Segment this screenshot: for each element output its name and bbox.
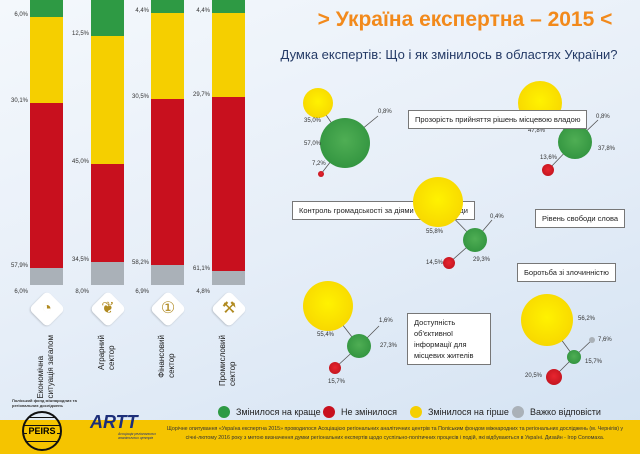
red-dot-icon xyxy=(323,406,335,418)
bubble-value-label: 15,7% xyxy=(328,379,346,385)
bubble-unchanged xyxy=(546,369,562,385)
bar-value-label: 4,4% xyxy=(196,7,210,14)
bar-segment xyxy=(91,163,124,263)
bubble-value-label: 13,6% xyxy=(540,155,558,161)
bubble-unchanged xyxy=(542,164,554,176)
yellow-dot-icon xyxy=(410,406,422,418)
bar-segment xyxy=(151,0,184,13)
bubble-worse xyxy=(303,88,333,118)
peirs-logo: PEIRS xyxy=(22,411,62,451)
bar-value-label: 4,4% xyxy=(135,7,149,14)
legend-worse: Змінилося на гірше xyxy=(410,406,509,418)
bubble-worse xyxy=(413,177,463,227)
peirs-caption: Поліський фонд міжнародних та регіональн… xyxy=(12,398,77,408)
artt-caption: Асоціація регіональних аналітичних центр… xyxy=(118,432,156,440)
gray-dot-icon xyxy=(512,406,524,418)
bubble-value-label: 37,8% xyxy=(598,146,616,152)
bubble-unchanged xyxy=(443,257,455,269)
bar-segment xyxy=(151,99,184,266)
bubble-value-label: 55,8% xyxy=(426,229,444,235)
bar-1 xyxy=(91,0,124,285)
bubble-better xyxy=(463,228,487,252)
bar-segment xyxy=(151,265,184,285)
bubble-value-label: 1,6% xyxy=(379,318,393,324)
legend-label: Змінилося на гірше xyxy=(428,407,509,417)
bubble-value-label: 27,3% xyxy=(380,343,398,349)
bar-segment xyxy=(30,0,63,18)
bar-value-label: 57,9% xyxy=(10,262,28,269)
bubble-value-label: 20,5% xyxy=(525,373,543,379)
bubble-value-label: 29,3% xyxy=(473,257,491,263)
callout-box: Рівень свободи слова xyxy=(535,209,626,228)
bar-segment xyxy=(91,35,124,164)
bubble-better xyxy=(558,125,592,159)
bubble-value-label: 7,6% xyxy=(598,337,612,343)
bubble-value-label: 35,0% xyxy=(304,118,322,124)
bar-segment xyxy=(151,12,184,100)
bar-segment xyxy=(30,267,63,285)
bar-value-label: 29,7% xyxy=(192,92,210,99)
bubble-hard xyxy=(589,337,595,343)
legend-unchanged: Не змінилося xyxy=(323,406,397,418)
bar-value-label: 4,8% xyxy=(196,289,210,295)
bar-value-label: 12,5% xyxy=(71,30,89,37)
bubble-worse xyxy=(303,281,353,331)
bar-segment xyxy=(91,0,124,36)
bar-value-label: 34,5% xyxy=(71,257,89,264)
bubble-worse xyxy=(521,294,573,346)
bubble-value-label: 0,8% xyxy=(596,114,610,120)
bar-segment xyxy=(212,271,245,285)
bubble-value-label: 0,4% xyxy=(490,214,504,220)
bubble-value-label: 47,8% xyxy=(528,128,546,134)
bar-segment xyxy=(212,97,245,272)
bar-segment xyxy=(212,0,245,13)
footer-text: Щорічне опитування «Україна експертна 20… xyxy=(166,426,624,441)
bar-value-label: 58,2% xyxy=(131,260,149,267)
bar-value-label: 6,9% xyxy=(135,289,149,295)
legend-label: Важко відповісти xyxy=(530,407,601,417)
bar-value-label: 30,1% xyxy=(10,97,28,104)
artt-logo: ARTT xyxy=(90,412,138,432)
green-dot-icon xyxy=(218,406,230,418)
bar-value-label: 61,1% xyxy=(192,266,210,273)
bar-0 xyxy=(30,0,63,285)
legend-better: Змінилося на краще xyxy=(218,406,321,418)
bar-value-label: 8,0% xyxy=(75,289,89,295)
bubble-value-label: 15,7% xyxy=(585,359,603,365)
bar-segment xyxy=(91,262,124,285)
bubble-value-label: 0,8% xyxy=(378,109,392,115)
bar-value-label: 6,0% xyxy=(14,12,28,19)
bubble-value-label: 55,4% xyxy=(317,332,335,338)
bubble-value-label: 57,0% xyxy=(304,141,322,147)
legend-label: Не змінилося xyxy=(341,407,398,417)
legend-label: Змінилося на краще xyxy=(236,407,321,417)
bar-value-label: 30,5% xyxy=(131,94,149,101)
bubble-value-label: 56,2% xyxy=(578,316,596,322)
bar-segment xyxy=(30,17,63,103)
callout-box: Прозорість прийняття рішень місцевою вла… xyxy=(408,110,588,129)
bubble-unchanged xyxy=(329,362,341,374)
footer-band xyxy=(0,420,640,454)
bubble-value-label: 14,5% xyxy=(426,260,444,266)
bar-segment xyxy=(30,102,63,268)
bar-3 xyxy=(212,0,245,285)
callout-box: Боротьба зі злочинністю xyxy=(517,263,616,282)
bar-2 xyxy=(151,0,184,285)
bubble-better xyxy=(567,350,581,364)
peirs-logo-text: PEIRS xyxy=(27,426,57,436)
page-subtitle: Думка експертів: Що і як змінилось в обл… xyxy=(280,47,618,62)
bar-value-label: 45,0% xyxy=(71,158,89,165)
page-title: > Україна експертна – 2015 < xyxy=(317,8,613,31)
bubble-value-label: 7,2% xyxy=(312,161,326,167)
bubble-better xyxy=(347,334,371,358)
bubble-unchanged xyxy=(318,171,324,177)
bar-segment xyxy=(212,12,245,98)
bar-value-label: 6,0% xyxy=(14,289,28,295)
bubble-better xyxy=(320,118,370,168)
legend-hard: Важко відповісти xyxy=(512,406,601,418)
callout-box: Доступність об'єктивної інформації для м… xyxy=(407,313,491,365)
